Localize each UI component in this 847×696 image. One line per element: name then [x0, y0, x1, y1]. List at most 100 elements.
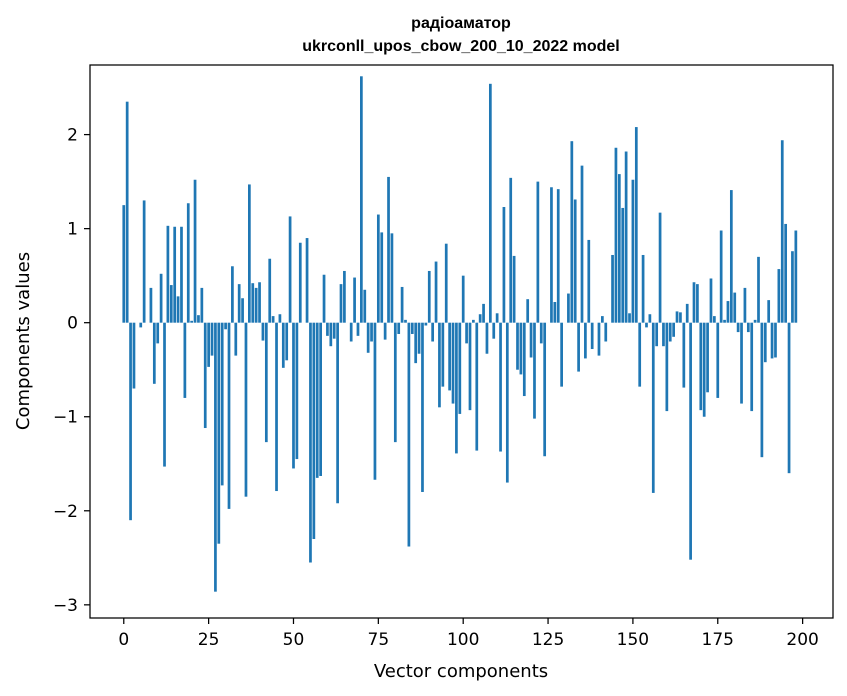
bar: [587, 239, 591, 323]
bar: [149, 287, 153, 323]
bar: [132, 322, 136, 389]
bar: [139, 322, 143, 328]
bar: [662, 322, 665, 347]
x-tick-label: 100: [447, 630, 479, 650]
bar: [390, 233, 394, 323]
bar: [373, 322, 377, 480]
bar: [706, 322, 709, 393]
bar: [176, 296, 180, 323]
bar: [590, 322, 594, 350]
bar: [244, 322, 248, 497]
x-tick-label: 150: [617, 630, 649, 650]
bar: [363, 289, 367, 323]
x-tick-label: 25: [198, 630, 220, 650]
bar: [729, 190, 733, 323]
bar: [393, 322, 397, 443]
bar: [668, 322, 672, 342]
bar: [125, 101, 129, 323]
bar: [760, 322, 764, 458]
x-tick-label: 200: [786, 630, 818, 650]
bar: [611, 254, 614, 323]
bar: [526, 299, 530, 323]
bar: [495, 313, 499, 323]
bar: [682, 322, 686, 388]
bar: [516, 322, 519, 370]
bar: [716, 322, 720, 398]
bar: [750, 322, 754, 412]
y-tick-label: 0: [67, 314, 78, 334]
bar: [275, 322, 278, 492]
bar: [129, 322, 132, 521]
bar: [349, 322, 353, 342]
bar: [237, 284, 241, 323]
bar: [336, 322, 339, 504]
bar: [309, 322, 312, 563]
bar: [577, 322, 580, 372]
bar: [251, 283, 255, 323]
bar: [444, 243, 448, 323]
y-tick-label: 1: [67, 220, 78, 240]
bar: [305, 238, 309, 323]
bar: [488, 83, 492, 323]
bar: [166, 225, 170, 323]
bar: [278, 314, 282, 323]
bar: [451, 322, 455, 404]
bar: [617, 174, 621, 323]
bar: [271, 316, 275, 323]
bar: [366, 322, 370, 353]
bar: [370, 322, 373, 342]
bar: [404, 319, 407, 323]
bar: [383, 322, 387, 340]
bar: [645, 322, 648, 328]
bar: [220, 322, 224, 486]
bar: [156, 322, 160, 344]
bar: [122, 205, 126, 323]
bar: [777, 269, 781, 323]
bar: [658, 212, 662, 323]
bar: [360, 76, 363, 323]
bar: [163, 322, 166, 467]
bar: [427, 270, 431, 323]
bar: [502, 207, 506, 323]
bar: [407, 322, 411, 547]
bar: [550, 187, 553, 323]
bar: [733, 292, 737, 323]
bar: [343, 270, 346, 323]
bar: [522, 322, 526, 397]
bar: [142, 200, 146, 323]
bar: [485, 322, 489, 354]
bar: [556, 189, 560, 323]
bar: [679, 312, 682, 323]
bar: [231, 266, 234, 323]
bar: [414, 322, 418, 364]
bar: [499, 322, 502, 452]
bar: [434, 261, 438, 323]
bar: [292, 322, 295, 469]
bar: [791, 251, 794, 323]
bar: [264, 322, 268, 443]
bar: [624, 151, 628, 323]
bar: [580, 165, 584, 323]
bar: [723, 319, 726, 323]
bar: [298, 242, 302, 323]
chart-subtitle: ukrconll_upos_cbow_200_10_2022 model: [302, 38, 619, 55]
bar: [268, 258, 272, 323]
bar: [421, 322, 424, 492]
bar: [322, 274, 326, 323]
y-tick-label: −1: [53, 408, 78, 428]
bar: [173, 226, 177, 323]
bar: [234, 322, 238, 356]
bar: [509, 177, 513, 323]
bar: [655, 322, 659, 347]
bar: [604, 322, 608, 342]
bar: [536, 181, 540, 323]
bar: [767, 300, 771, 323]
y-tick-label: 2: [67, 126, 78, 146]
bar: [438, 322, 441, 408]
bar: [726, 301, 730, 323]
bar: [692, 282, 696, 323]
bar: [478, 314, 482, 323]
bar: [431, 322, 435, 342]
bar: [651, 322, 655, 493]
